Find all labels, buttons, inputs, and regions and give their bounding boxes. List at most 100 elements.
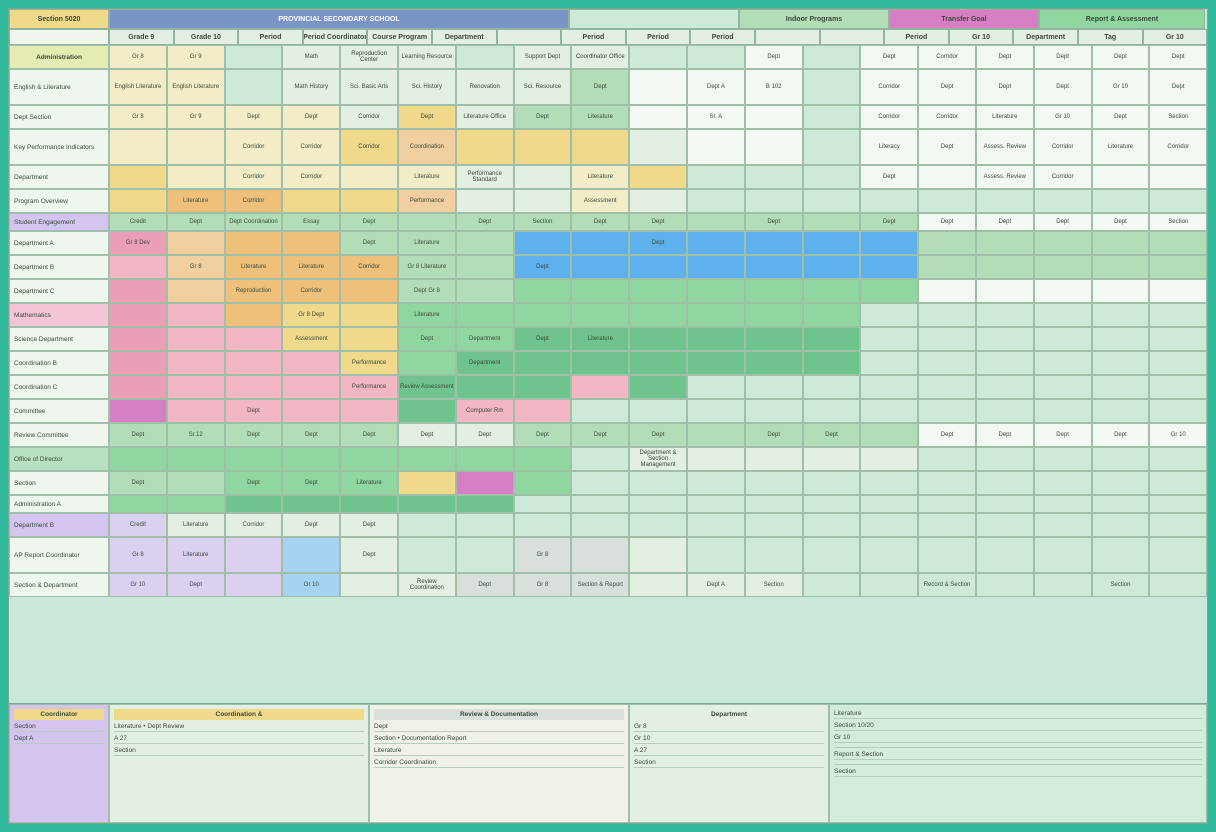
- grid-cell: Dept: [976, 69, 1034, 105]
- grid-cell: Gr 9: [167, 45, 225, 69]
- grid-cell: [1034, 189, 1092, 213]
- grid-cell: [1034, 279, 1092, 303]
- grid-cell: [167, 303, 225, 327]
- row-cells: Gr 8Gr 9MathReproduction CenterLearning …: [109, 45, 1207, 69]
- grid-cell: [225, 495, 283, 513]
- grid-cell: [282, 495, 340, 513]
- grid-cell: Corridor: [860, 105, 918, 129]
- header-block: [569, 9, 739, 29]
- grid-cell: [1149, 399, 1207, 423]
- row-label: AP Report Coordinator: [9, 537, 109, 573]
- row-label: Administration A: [9, 495, 109, 513]
- grid-row: Dept SectionGr 8Gr 9DeptDeptCorridorDept…: [9, 105, 1207, 129]
- grid-cell: [1092, 165, 1150, 189]
- grid-cell: Reproduction: [225, 279, 283, 303]
- grid-cell: Dept: [745, 423, 803, 447]
- grid-cell: [860, 231, 918, 255]
- grid-cell: [340, 447, 398, 471]
- footer-line: Report & Section: [834, 750, 1202, 760]
- grid-cell: [1034, 537, 1092, 573]
- grid-cell: [398, 537, 456, 573]
- grid-cell: [629, 327, 687, 351]
- row-cells: Gr 8Gr 9DeptDeptCorridorDeptLiterature O…: [109, 105, 1207, 129]
- grid-cell: [514, 129, 572, 165]
- grid-cell: [803, 279, 861, 303]
- footer-line: Literature: [834, 709, 1202, 719]
- column-header: Period Coordinator: [303, 29, 368, 45]
- grid-cell: Dept: [860, 165, 918, 189]
- row-cells: Gr 8 DeptLiterature: [109, 303, 1207, 327]
- grid-cell: [745, 471, 803, 495]
- grid-cell: Sci. Basic Arts: [340, 69, 398, 105]
- row-cells: CorridorCorridorCorridorCoordinationLite…: [109, 129, 1207, 165]
- grid-cell: Sr. A: [687, 105, 745, 129]
- column-header: Department: [1013, 29, 1078, 45]
- grid-cell: [976, 303, 1034, 327]
- grid-cell: Literature: [1092, 129, 1150, 165]
- grid-cell: [456, 495, 514, 513]
- grid-cell: [225, 537, 283, 573]
- grid-cell: [976, 471, 1034, 495]
- grid-cell: [1092, 471, 1150, 495]
- grid-cell: Literature: [167, 189, 225, 213]
- footer-line: Gr 10: [834, 733, 1202, 743]
- grid-cell: [340, 165, 398, 189]
- grid-cell: [629, 471, 687, 495]
- grid-cell: [456, 447, 514, 471]
- footer-line: Corridor Coordination: [374, 758, 624, 768]
- grid-cell: Literature: [398, 231, 456, 255]
- column-header: Period: [690, 29, 755, 45]
- grid-cell: [745, 165, 803, 189]
- grid-cell: [860, 471, 918, 495]
- grid-cell: Dept: [860, 45, 918, 69]
- grid-cell: [918, 231, 976, 255]
- grid-cell: Gr 10: [282, 573, 340, 597]
- grid-cell: [687, 423, 745, 447]
- grid-cell: [976, 255, 1034, 279]
- grid-cell: [1149, 165, 1207, 189]
- grid-cell: [976, 537, 1034, 573]
- grid-cell: [282, 537, 340, 573]
- grid-cell: [745, 447, 803, 471]
- grid-cell: [629, 375, 687, 399]
- grid-cell: [687, 255, 745, 279]
- grid-cell: Dept: [745, 45, 803, 69]
- grid-cell: [571, 279, 629, 303]
- grid-cell: Literature: [571, 105, 629, 129]
- column-header: [497, 29, 562, 45]
- grid-cell: [1092, 351, 1150, 375]
- grid-cell: [918, 351, 976, 375]
- grid-cell: [803, 213, 861, 231]
- grid-cell: [918, 255, 976, 279]
- header-block: Indoor Programs: [739, 9, 889, 29]
- grid-cell: [225, 45, 283, 69]
- grid-cell: Dept: [918, 69, 976, 105]
- grid-cell: [456, 231, 514, 255]
- grid-cell: [976, 231, 1034, 255]
- grid-cell: [860, 327, 918, 351]
- grid-cell: [340, 573, 398, 597]
- grid-cell: Corridor: [340, 129, 398, 165]
- grid-cell: B 102: [745, 69, 803, 105]
- grid-cell: Gr 10: [1149, 423, 1207, 447]
- row-cells: DeptSr.12DeptDeptDeptDeptDeptDeptDeptDep…: [109, 423, 1207, 447]
- grid-cell: [1092, 327, 1150, 351]
- grid-cell: [629, 573, 687, 597]
- grid-cell: Literature Office: [456, 105, 514, 129]
- grid-cell: [976, 573, 1034, 597]
- row-label: Student Engagement: [9, 213, 109, 231]
- grid-cell: Review Coordination: [398, 573, 456, 597]
- grid-cell: [571, 399, 629, 423]
- grid-cell: [745, 105, 803, 129]
- grid-cell: Gr 8: [514, 537, 572, 573]
- footer-line: Section 10/20: [834, 721, 1202, 731]
- grid-cell: [456, 375, 514, 399]
- column-header: Grade 10: [174, 29, 239, 45]
- timetable-sheet: Section 5020PROVINCIAL SECONDARY SCHOOLI…: [8, 8, 1208, 824]
- row-cells: Gr 8LiteratureDeptGr 8: [109, 537, 1207, 573]
- grid-cell: Computer Rm: [456, 399, 514, 423]
- grid-cell: [340, 399, 398, 423]
- grid-cell: [745, 255, 803, 279]
- grid-cell: Corridor: [1034, 165, 1092, 189]
- grid-cell: [629, 69, 687, 105]
